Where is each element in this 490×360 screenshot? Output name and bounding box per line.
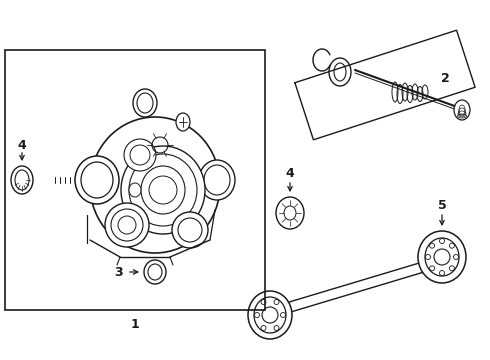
Ellipse shape	[276, 197, 304, 229]
Ellipse shape	[329, 58, 351, 86]
Text: 4: 4	[286, 166, 294, 180]
Ellipse shape	[149, 176, 177, 204]
Text: 5: 5	[438, 198, 446, 212]
Ellipse shape	[148, 264, 162, 280]
Ellipse shape	[254, 297, 286, 333]
Ellipse shape	[11, 166, 33, 194]
Bar	[5, 50, 265, 310]
Ellipse shape	[144, 260, 166, 284]
Text: 3: 3	[114, 266, 122, 279]
Ellipse shape	[129, 154, 197, 226]
Ellipse shape	[199, 160, 235, 200]
Ellipse shape	[248, 291, 292, 339]
Ellipse shape	[141, 166, 185, 214]
Ellipse shape	[133, 89, 157, 117]
Ellipse shape	[129, 183, 141, 197]
Ellipse shape	[121, 146, 205, 234]
Ellipse shape	[137, 93, 153, 113]
Ellipse shape	[418, 231, 466, 283]
Ellipse shape	[176, 113, 190, 131]
Text: 2: 2	[441, 72, 449, 85]
Ellipse shape	[75, 156, 119, 204]
Ellipse shape	[425, 238, 459, 276]
Ellipse shape	[105, 203, 149, 247]
Ellipse shape	[178, 218, 202, 242]
Ellipse shape	[454, 100, 470, 120]
Ellipse shape	[81, 162, 113, 198]
Text: 4: 4	[18, 139, 26, 152]
Ellipse shape	[124, 139, 156, 171]
Ellipse shape	[172, 212, 208, 248]
Ellipse shape	[111, 209, 143, 241]
Text: 1: 1	[131, 319, 139, 332]
Ellipse shape	[204, 165, 230, 195]
Ellipse shape	[90, 117, 220, 253]
